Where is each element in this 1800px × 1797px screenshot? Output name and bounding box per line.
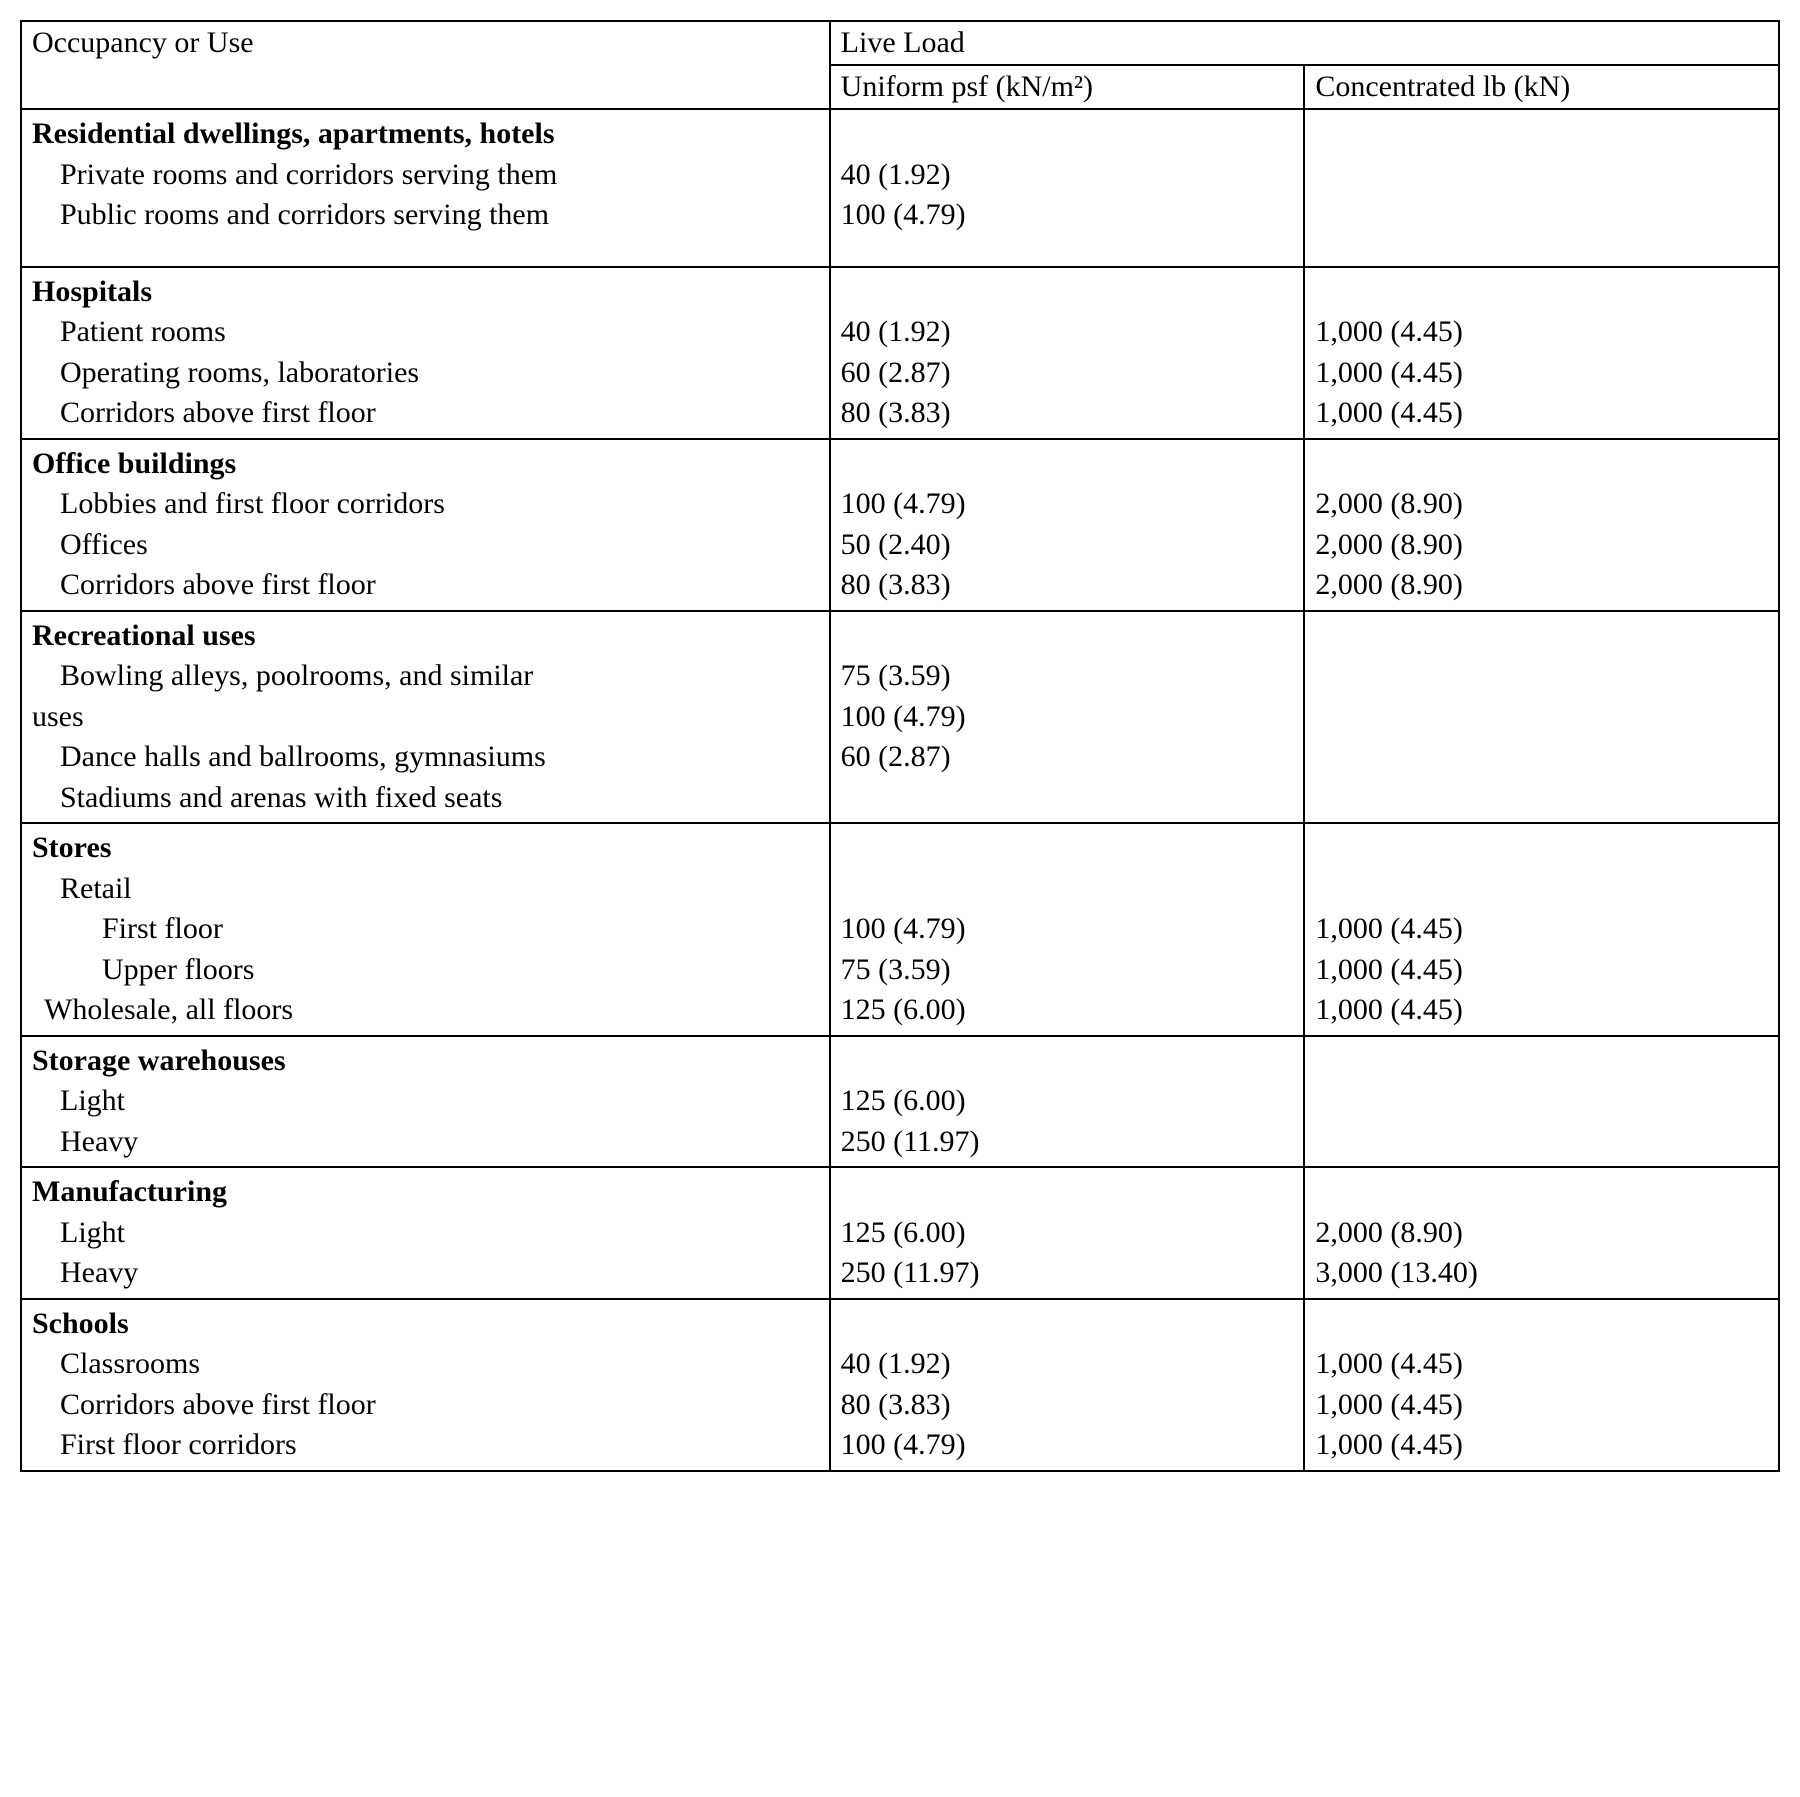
uniform-value: 100 (4.79) (841, 912, 966, 945)
uniform-value: 125 (6.00) (841, 1216, 966, 1249)
conc-value: 1,000 (4.45) (1315, 356, 1462, 389)
uniform-value: 50 (2.40) (841, 528, 951, 561)
uniform-value: 250 (11.97) (841, 1256, 980, 1289)
section-title: Office buildings (32, 447, 236, 480)
uniform-value: 40 (1.92) (841, 1347, 951, 1380)
conc-value: 1,000 (4.45) (1315, 1388, 1462, 1421)
row-label: Heavy (32, 1253, 819, 1294)
row-label: First floor corridors (32, 1425, 819, 1466)
uniform-value: 80 (3.83) (841, 568, 951, 601)
conc-value: 3,000 (13.40) (1315, 1256, 1477, 1289)
row-label: Patient rooms (32, 312, 819, 353)
row-label: Lobbies and first floor corridors (32, 484, 819, 525)
row-label: Light (32, 1213, 819, 1254)
row-label: Wholesale, all floors (32, 990, 819, 1031)
row-label: Private rooms and corridors serving them (32, 155, 819, 196)
uniform-value: 100 (4.79) (841, 700, 966, 733)
section-office: Office buildings Lobbies and first floor… (21, 439, 1779, 611)
row-label: Bowling alleys, poolrooms, and similar (32, 656, 819, 697)
uniform-value: 75 (3.59) (841, 953, 951, 986)
row-label: Corridors above first floor (32, 393, 819, 434)
uniform-value: 100 (4.79) (841, 198, 966, 231)
row-label: Retail (32, 869, 819, 910)
uniform-value: 75 (3.59) (841, 659, 951, 692)
col-uniform-header: Uniform psf (kN/m²) (830, 65, 1305, 109)
section-residential: Residential dwellings, apartments, hotel… (21, 109, 1779, 267)
row-label: Public rooms and corridors serving them (32, 195, 819, 236)
row-label: Corridors above first floor (32, 565, 819, 606)
section-title: Residential dwellings, apartments, hotel… (32, 117, 555, 150)
live-load-table: Occupancy or Use Live Load Uniform psf (… (20, 20, 1780, 1472)
section-title: Schools (32, 1307, 129, 1340)
uniform-value: 100 (4.79) (841, 1428, 966, 1461)
section-recreational: Recreational uses Bowling alleys, poolro… (21, 611, 1779, 824)
conc-value: 1,000 (4.45) (1315, 396, 1462, 429)
uniform-value: 80 (3.83) (841, 1388, 951, 1421)
row-label: Upper floors (32, 950, 819, 991)
conc-value: 2,000 (8.90) (1315, 487, 1462, 520)
row-label: Classrooms (32, 1344, 819, 1385)
conc-value: 2,000 (8.90) (1315, 568, 1462, 601)
conc-value: 1,000 (4.45) (1315, 993, 1462, 1026)
row-label: uses (32, 700, 84, 733)
uniform-value: 125 (6.00) (841, 993, 966, 1026)
section-storage: Storage warehouses Light Heavy 125 (6.00… (21, 1036, 1779, 1168)
uniform-value: 250 (11.97) (841, 1125, 980, 1158)
col-liveload-header: Live Load (830, 21, 1779, 65)
row-label: Corridors above first floor (32, 1385, 819, 1426)
section-hospitals: Hospitals Patient rooms Operating rooms,… (21, 267, 1779, 439)
uniform-value: 125 (6.00) (841, 1084, 966, 1117)
uniform-value: 60 (2.87) (841, 740, 951, 773)
conc-value: 1,000 (4.45) (1315, 912, 1462, 945)
col-occupancy-header: Occupancy or Use (21, 21, 830, 109)
uniform-value: 60 (2.87) (841, 356, 951, 389)
row-label: Dance halls and ballrooms, gymnasiums (32, 737, 819, 778)
section-title: Stores (32, 831, 111, 864)
uniform-value: 40 (1.92) (841, 315, 951, 348)
row-label: Stadiums and arenas with fixed seats (32, 778, 819, 819)
conc-value: 1,000 (4.45) (1315, 1347, 1462, 1380)
conc-value: 1,000 (4.45) (1315, 953, 1462, 986)
section-stores: Stores Retail First floor Upper floors W… (21, 823, 1779, 1036)
uniform-value: 80 (3.83) (841, 396, 951, 429)
section-schools: Schools Classrooms Corridors above first… (21, 1299, 1779, 1471)
row-label: Heavy (32, 1122, 819, 1163)
section-manufacturing: Manufacturing Light Heavy 125 (6.00) 250… (21, 1167, 1779, 1299)
conc-value: 2,000 (8.90) (1315, 528, 1462, 561)
row-label: Light (32, 1081, 819, 1122)
conc-value: 1,000 (4.45) (1315, 315, 1462, 348)
section-title: Manufacturing (32, 1175, 227, 1208)
conc-value: 1,000 (4.45) (1315, 1428, 1462, 1461)
conc-value: 2,000 (8.90) (1315, 1216, 1462, 1249)
uniform-value: 40 (1.92) (841, 158, 951, 191)
section-title: Hospitals (32, 275, 152, 308)
section-title: Recreational uses (32, 619, 256, 652)
row-label: Offices (32, 525, 819, 566)
col-concentrated-header: Concentrated lb (kN) (1304, 65, 1779, 109)
uniform-value: 100 (4.79) (841, 487, 966, 520)
section-title: Storage warehouses (32, 1044, 286, 1077)
row-label: First floor (32, 909, 819, 950)
row-label: Operating rooms, laboratories (32, 353, 819, 394)
